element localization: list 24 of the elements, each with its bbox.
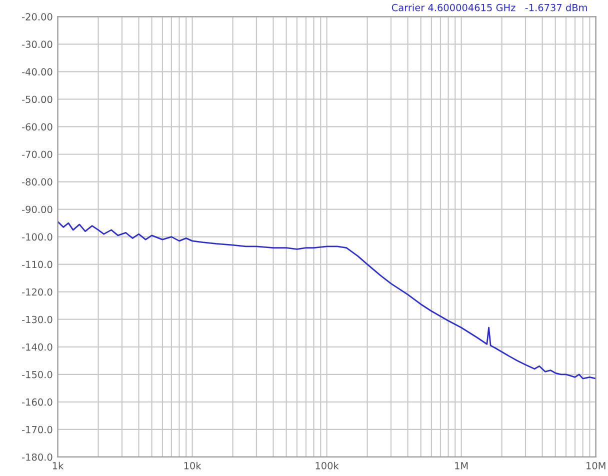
y-tick-label: -130.0 [22,316,52,324]
y-tick-label: -140.0 [22,343,52,351]
y-tick-label: -120.0 [22,288,52,296]
y-tick-label: -100.0 [22,233,52,241]
text: -1.6737 dBm [525,4,587,12]
y-tick-label: -40.00 [22,68,52,76]
x-tick-label: 1k [52,462,64,470]
x-tick-label: 1M [455,462,468,470]
y-tick-label: -80.00 [22,178,52,186]
y-tick-label: -160.0 [22,398,52,406]
x-tick-label: 10k [184,462,202,470]
x-tick-label: 10M [586,462,606,470]
y-tick-label: -150.0 [22,370,52,378]
x-tick-label: 100k [316,462,339,470]
y-tick-label: -110.0 [22,260,52,268]
y-tick-label: -180.0 [22,453,52,461]
text: Carrier 4.600004615 GHz [392,4,516,12]
y-tick-label: -50.00 [22,96,52,104]
y-tick-label: -60.00 [22,123,52,131]
y-tick-label: -30.00 [22,40,52,48]
y-tick-label: -90.00 [22,206,52,214]
y-tick-label: -170.0 [22,426,52,434]
y-tick-label: -20.00 [22,13,52,20]
y-tick-label: -70.00 [22,150,52,158]
